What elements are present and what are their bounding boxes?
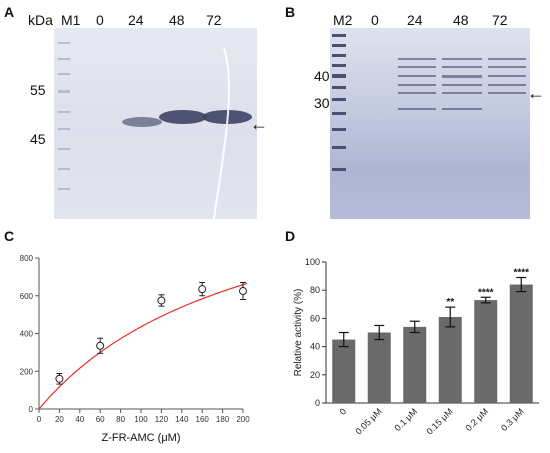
x-tick-label: 0.1 μM — [393, 406, 420, 433]
panel-c-label: C — [4, 228, 15, 244]
panel-b-marker-40: 40 — [314, 68, 330, 84]
x-tick-label: 0.15 μM — [424, 406, 454, 436]
bar — [509, 284, 533, 403]
band-48h — [159, 110, 207, 124]
x-tick-label: 0 — [37, 415, 42, 424]
x-tick-label: 80 — [116, 415, 125, 424]
y-axis-title: Relative activity (%) — [293, 289, 304, 377]
x-tick-label: 180 — [216, 415, 230, 424]
bar — [403, 326, 427, 403]
panel-b-marker-30: 30 — [314, 95, 330, 111]
bar — [332, 339, 356, 403]
x-tick-label: 40 — [75, 415, 84, 424]
panel-a-lane-24: 24 — [128, 12, 144, 28]
panel-a-marker-55: 55 — [30, 82, 46, 98]
y-tick-label: 40 — [310, 342, 320, 352]
panel-a-marker-45: 45 — [30, 131, 46, 147]
y-tick-label: 60 — [310, 313, 320, 323]
gel-b-drawing — [332, 34, 526, 171]
data-point — [239, 287, 247, 296]
data-point — [157, 296, 166, 305]
y-tick-label: 0 — [29, 405, 34, 414]
panel-a-lane-m1: M1 — [61, 12, 81, 28]
x-tick-label: 0 — [338, 406, 349, 417]
panel-a-lane-72: 72 — [206, 12, 222, 28]
x-tick-label: 0.05 μM — [353, 406, 383, 436]
y-tick-label: 80 — [310, 285, 320, 295]
bar — [474, 300, 498, 403]
significance-label: **** — [478, 287, 494, 298]
y-tick-label: 200 — [20, 367, 34, 376]
y-tick-label: 0 — [315, 398, 320, 408]
panel-b-lane-72: 72 — [492, 12, 508, 28]
bar — [367, 332, 391, 403]
x-axis-title: Z-FR-AMC (μM) — [101, 432, 180, 444]
y-tick-label: 100 — [305, 257, 320, 267]
data-point — [198, 285, 207, 294]
marker-ladder-b — [332, 34, 346, 171]
x-tick-label: 120 — [155, 415, 169, 424]
panel-b-lane-m2: M2 — [333, 12, 353, 28]
panel-b-label: B — [285, 4, 296, 20]
fit-curve — [38, 282, 248, 410]
band-24h — [122, 117, 162, 127]
panel-b-lane-24: 24 — [407, 12, 423, 28]
panel-b-lane-0: 0 — [371, 12, 379, 28]
lane-bands-b — [398, 58, 526, 110]
x-tick-label: 160 — [196, 415, 210, 424]
marker-ladder-a — [58, 42, 70, 190]
panel-a-lane-0: 0 — [96, 12, 104, 28]
kinetics-chart: 0 200 400 600 800 0 20 40 60 80 100 120 140 160 180 200… — [20, 254, 250, 444]
gel-image-b — [330, 28, 530, 219]
data-point — [55, 374, 64, 383]
panel-a-label: A — [4, 4, 15, 20]
panel-d-label: D — [285, 228, 296, 244]
panel-b-lane-48: 48 — [453, 12, 469, 28]
x-tick-label: 140 — [175, 415, 189, 424]
gel-a-drawing — [58, 42, 252, 220]
x-tick-label: 20 — [55, 415, 64, 424]
x-tick-label: 60 — [96, 415, 105, 424]
x-tick-label: 100 — [134, 415, 148, 424]
gel-crack — [213, 47, 231, 220]
significance-label: ** — [446, 297, 454, 308]
significance-label: **** — [513, 268, 529, 279]
y-tick-label: 20 — [310, 370, 320, 380]
gel-image-a — [54, 28, 257, 220]
x-tick-label: 0.2 μM — [464, 406, 491, 433]
bar — [438, 316, 462, 403]
x-tick-label: 0.3 μM — [499, 406, 526, 433]
panel-a-unit-label: kDa — [28, 12, 53, 28]
panel-a-arrow: ← — [250, 114, 268, 134]
panel-a-lane-48: 48 — [169, 12, 185, 28]
y-tick-label: 600 — [20, 292, 34, 301]
data-point — [96, 341, 105, 350]
activity-bar-chart: 0 20 40 60 80 100 Relative activity (%) 0 0.05 μ… — [293, 257, 539, 437]
y-tick-label: 800 — [20, 254, 34, 263]
x-tick-label: 200 — [236, 415, 250, 424]
panel-b-arrow: ← — [527, 83, 545, 103]
y-tick-label: 400 — [20, 330, 34, 339]
